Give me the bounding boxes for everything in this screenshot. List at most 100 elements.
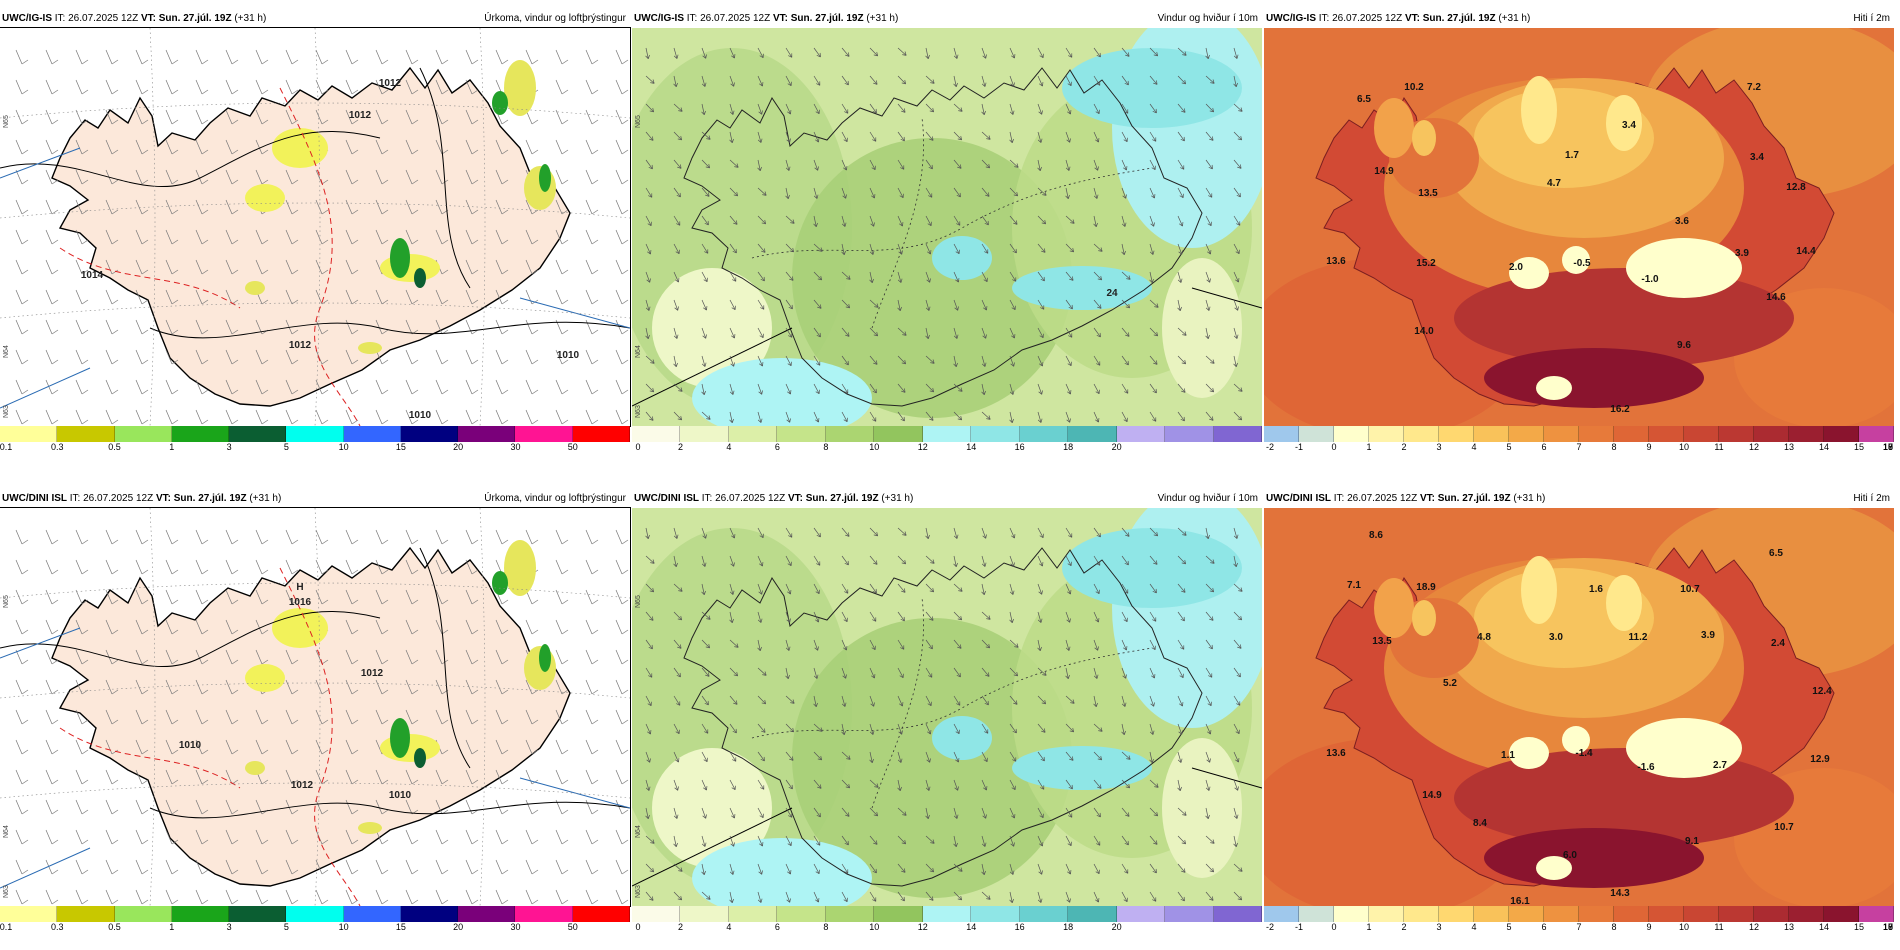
- latitude-label: N64: [3, 345, 10, 358]
- colorbar-swatch: [1614, 426, 1649, 442]
- panel-title: Vindur og hviður í 10m: [1157, 493, 1258, 504]
- colorbar-tick-label: 11: [1714, 922, 1724, 932]
- colorbar-tick-label: 50: [567, 922, 578, 932]
- init-time: 26.07.2025 12Z: [1332, 13, 1403, 24]
- colorbar-swatch: [1544, 426, 1579, 442]
- colorbar-swatch: [1614, 906, 1649, 922]
- colorbar-tick-label: 6: [774, 922, 780, 932]
- lead-time: (+31 h): [1498, 13, 1531, 24]
- colorbar-tick-label: 0: [635, 442, 641, 452]
- colorbar-tick-label: 12: [1748, 922, 1760, 932]
- colorbar-swatch: [1019, 426, 1069, 442]
- colorbar-tick-label: 20: [453, 922, 464, 932]
- isobar-label: 1010: [179, 740, 202, 751]
- colorbar-tick-label: 15: [395, 442, 406, 452]
- colorbar-tick-label: 3: [1436, 922, 1442, 932]
- colorbar-tick-label: 5: [283, 922, 289, 932]
- colorbar-swatch: [1264, 906, 1299, 922]
- panel-title: Úrkoma, vindur og loftþrýstingur: [484, 13, 626, 24]
- colorbar-swatch: [1299, 426, 1334, 442]
- temperature-label: 16.2: [1610, 404, 1630, 415]
- latitude-label: N65: [3, 595, 10, 608]
- map-area: N65 N64 N63: [632, 508, 1262, 906]
- map-svg: 1012 1012 1014 1012 1010 1010 N65 N64 N63: [0, 28, 630, 426]
- colorbar-tick-label: 4: [726, 442, 732, 452]
- colorbar-tick-label: 1: [1366, 442, 1372, 452]
- lead-time: (+31 h): [1513, 493, 1546, 504]
- colorbar-tick-label: 30: [510, 442, 521, 452]
- colorbar-tick-label: 9: [1646, 442, 1652, 452]
- map-area: 1012 1012 1014 1012 1010 1010 N65 N64 N63: [0, 27, 631, 427]
- colorbar-swatch: [1404, 426, 1439, 442]
- colorbar-swatch: [1116, 426, 1166, 442]
- colorbar-tick-label: 0.5: [108, 442, 121, 452]
- colorbar-tick-label: 6: [1541, 922, 1547, 932]
- colorbar-swatch: [1165, 906, 1214, 922]
- colorbar-tick-label: 2: [677, 922, 683, 932]
- colorbar-swatch: [515, 426, 573, 442]
- model-name: UWC/IG-IS: [634, 13, 684, 24]
- colorbar-tick-label: 14: [966, 922, 977, 932]
- colorbar-swatch: [400, 426, 459, 442]
- colorbar-tick-label: 8: [1611, 922, 1617, 932]
- colorbar-tick-label: 1: [169, 442, 175, 452]
- temperature-label: 2.0: [1509, 262, 1523, 273]
- colorbar-swatch: [1474, 426, 1509, 442]
- temperature-label: 1.1: [1501, 750, 1515, 761]
- temperature-label: 5.2: [1443, 678, 1457, 689]
- colorbar-swatch: [1019, 906, 1069, 922]
- colorbar-tick-label: 11: [1714, 442, 1724, 452]
- isobar-label: 1016: [289, 597, 312, 608]
- colorbar-swatch: [1859, 426, 1894, 442]
- colorbar-swatch: [114, 906, 172, 922]
- temperature-label: 8.4: [1473, 818, 1487, 829]
- temperature-label: 13.6: [1326, 748, 1346, 759]
- colorbar-swatch: [400, 906, 459, 922]
- colorbar-tick-label: 5: [1506, 922, 1512, 932]
- latitude-label: N64: [3, 825, 10, 838]
- valid-time: Sun. 27.júl. 19Z: [805, 493, 879, 504]
- colorbar-tick-label: 0.3: [51, 922, 64, 932]
- temperature-label: 13.5: [1418, 188, 1438, 199]
- isobar-label: 1010: [557, 350, 580, 361]
- colorbar-tick-label: 18: [1063, 922, 1074, 932]
- temperature-label: 14.3: [1610, 888, 1630, 899]
- temperature-label: 12.9: [1810, 754, 1830, 765]
- colorbar-swatch: [515, 906, 573, 922]
- colorbar-swatch: [825, 906, 875, 922]
- colorbar-swatch: [1789, 906, 1824, 922]
- temperature-label: 13.5: [1372, 636, 1392, 647]
- latitude-label: N63: [3, 885, 10, 898]
- temperature-label: 14.9: [1374, 166, 1394, 177]
- colorbar-tick-label: 14: [966, 442, 977, 452]
- init-time: 26.07.2025 12Z: [1347, 493, 1418, 504]
- panel-header: UWC/DINI ISL IT: 26.07.2025 12Z VT: Sun.…: [1264, 490, 1894, 508]
- colorbar-swatch: [680, 426, 729, 442]
- colorbar-swatch: [343, 906, 401, 922]
- map-area: 6.5 10.2 7.2 3.4 1.7 3.4 12.8 14.9 4.7 13.5 3.6 14.…: [1264, 28, 1894, 426]
- colorbar-swatch: [1264, 426, 1299, 442]
- colorbar-swatch: [1579, 426, 1614, 442]
- colorbar-swatch: [171, 426, 230, 442]
- isobar-label: 1012: [289, 340, 312, 351]
- panel-precip-ig: UWC/IG-IS IT: 26.07.2025 12Z VT: Sun. 27…: [0, 10, 631, 470]
- colorbar-tick-label: 4: [1471, 442, 1477, 452]
- temperature-label: 3.4: [1750, 152, 1764, 163]
- temperature-label: -1.4: [1575, 748, 1593, 759]
- colorbar-swatch: [57, 426, 115, 442]
- init-time: 26.07.2025 12Z: [83, 493, 154, 504]
- map-svg: 6.5 10.2 7.2 3.4 1.7 3.4 12.8 14.9 4.7 13.5 3.6 14.…: [1264, 28, 1894, 426]
- it-label: IT:: [54, 13, 66, 24]
- temperature-label: 7.1: [1347, 580, 1361, 591]
- temperature-label: 3.9: [1735, 248, 1749, 259]
- temperature-label: 3.6: [1675, 216, 1689, 227]
- colorbar-tick-label: 7: [1576, 922, 1582, 932]
- map-svg: 24 N65 N64 N63: [632, 28, 1262, 426]
- vt-label: VT:: [140, 13, 156, 24]
- temperature-label: 8.6: [1369, 530, 1383, 541]
- colorbar-swatch: [1509, 426, 1544, 442]
- temperature-label: 11.2: [1629, 632, 1648, 643]
- colorbar-swatch: [1068, 426, 1117, 442]
- latitude-label: N65: [3, 115, 10, 128]
- colorbar-tick-label: 20: [453, 442, 464, 452]
